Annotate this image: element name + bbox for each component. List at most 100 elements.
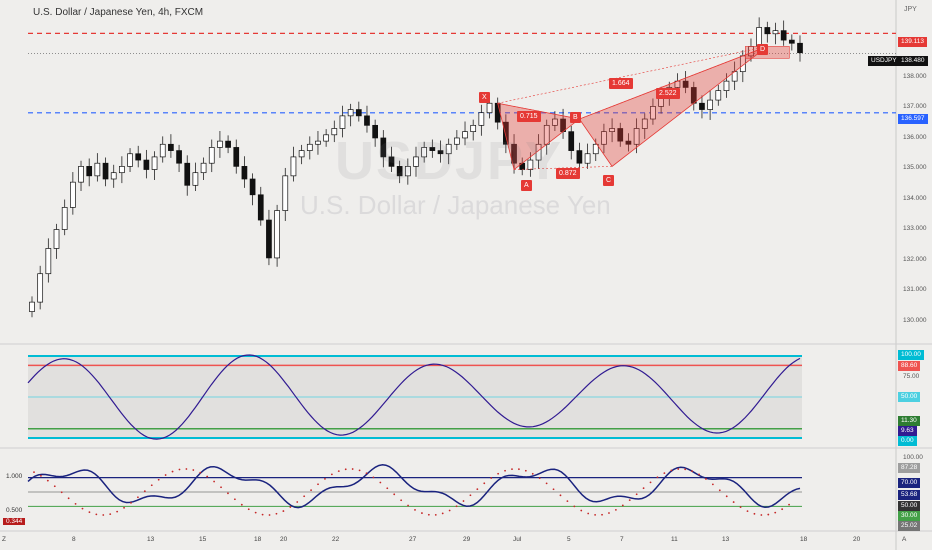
rsi-line: [27, 464, 801, 509]
rsi-signal-dot: [781, 508, 784, 511]
time-label: Z: [2, 536, 6, 543]
candle-up: [404, 166, 411, 177]
rsi-level-badge: 25.02: [898, 521, 921, 531]
candle-up: [641, 118, 648, 129]
rsi-signal-dot: [490, 477, 493, 479]
osc-value-badge: 9.63: [898, 426, 917, 436]
pattern-ratio-ac: 0.872: [556, 168, 580, 179]
candle-down: [511, 143, 517, 164]
candle-up: [282, 175, 289, 211]
rsi-signal-dot: [580, 509, 583, 512]
rsi-signal-dot: [116, 510, 119, 513]
rsi-signal-dot: [705, 478, 707, 480]
time-label: 11: [671, 536, 678, 543]
candle-up: [315, 140, 321, 145]
time-label: A: [902, 536, 907, 543]
rsi-signal-dot: [33, 471, 35, 474]
rsi-signal-dot: [427, 513, 430, 516]
rsi-signal-dot: [656, 476, 659, 479]
candle-down: [699, 102, 705, 110]
rsi-level-badge: 50.00: [898, 501, 921, 511]
candle-up: [527, 159, 534, 170]
rsi-level-badge: 30.00: [898, 511, 921, 521]
candle-down: [184, 162, 191, 186]
support-price-badge: 136.597: [898, 114, 928, 124]
time-label: 29: [463, 536, 471, 543]
candle-down: [568, 131, 575, 151]
rsi-signal-dot: [227, 492, 229, 495]
candle-down: [241, 166, 248, 180]
rsi-signal-dot: [296, 501, 299, 503]
time-label: 20: [280, 536, 288, 543]
rsi-signal-dot: [414, 509, 416, 511]
resistance-price-badge: 139.113: [898, 37, 928, 47]
rsi-signal-dot: [545, 482, 548, 485]
rsi-signal-dot: [40, 474, 42, 477]
candle-up: [298, 150, 305, 158]
candle-down: [437, 150, 444, 155]
rsi-signal-dot: [739, 506, 742, 509]
rsi-level-badge: 70.00: [898, 478, 921, 488]
rsi-signal-dot: [767, 513, 770, 516]
rsi-signal-dot: [559, 494, 562, 497]
rsi-signal-dot: [518, 468, 520, 471]
rsi-signal-dot: [81, 507, 84, 510]
candle-down: [86, 166, 93, 177]
candle-down: [249, 178, 256, 196]
rsi-signal-dot: [573, 505, 576, 508]
candle-up: [29, 301, 35, 312]
candle-up: [486, 102, 493, 114]
rsi-signal-dot: [497, 472, 500, 475]
rsi-signal-dot: [434, 513, 437, 516]
rsi-signal-dot: [233, 498, 236, 501]
candle-up: [217, 140, 223, 148]
pattern-point-d: D: [757, 44, 769, 55]
last-price-badge: 138.480: [898, 56, 928, 66]
candle-down: [233, 147, 240, 167]
candle-down: [682, 80, 689, 88]
pattern-ratio-bd: 2.522: [656, 88, 680, 99]
time-label: 7: [620, 536, 624, 543]
pattern-point-x: X: [479, 92, 490, 103]
candle-up: [421, 147, 428, 158]
rsi-signal-dot: [358, 469, 361, 472]
rsi-signal-dot: [684, 468, 687, 471]
rsi-signal-dot: [351, 468, 354, 470]
price-tick: 133.000: [903, 225, 927, 232]
candle-down: [764, 27, 771, 35]
rsi-signal-dot: [74, 502, 77, 505]
rsi-signal-dot: [448, 509, 451, 512]
price-tick: 130.000: [903, 317, 927, 324]
rsi-signal-dot: [178, 468, 181, 471]
candle-up: [478, 112, 485, 126]
osc-level-badge: 0.00: [898, 436, 917, 446]
rsi-signal-dot: [462, 500, 465, 502]
candle-up: [200, 162, 207, 174]
candle-up: [159, 143, 166, 158]
candle-up: [151, 156, 158, 170]
candle-up: [347, 109, 354, 117]
rsi-signal-dot: [732, 501, 735, 503]
time-label: 27: [409, 536, 417, 543]
candle-up: [339, 115, 346, 129]
rsi-signal-dot: [60, 491, 63, 494]
candle-down: [396, 166, 403, 177]
time-label: 5: [567, 536, 571, 543]
rsi-signal-dot: [760, 514, 763, 516]
rsi-signal-dot: [324, 477, 326, 480]
candle-up: [78, 166, 84, 183]
candle-up: [192, 172, 199, 186]
price-tick: 136.000: [903, 134, 927, 141]
time-label: 8: [72, 536, 76, 543]
candle-up: [715, 90, 722, 101]
rsi-left-label: 0.500: [6, 507, 23, 514]
time-label: 22: [332, 536, 340, 543]
rsi-signal-dot: [642, 487, 645, 490]
rsi-signal-dot: [524, 469, 527, 472]
rsi-signal-dot: [469, 494, 472, 497]
rsi-signal-dot: [254, 511, 257, 514]
candle-down: [503, 121, 509, 145]
rsi-signal-dot: [365, 472, 368, 475]
rsi-signal-dot: [344, 468, 347, 471]
